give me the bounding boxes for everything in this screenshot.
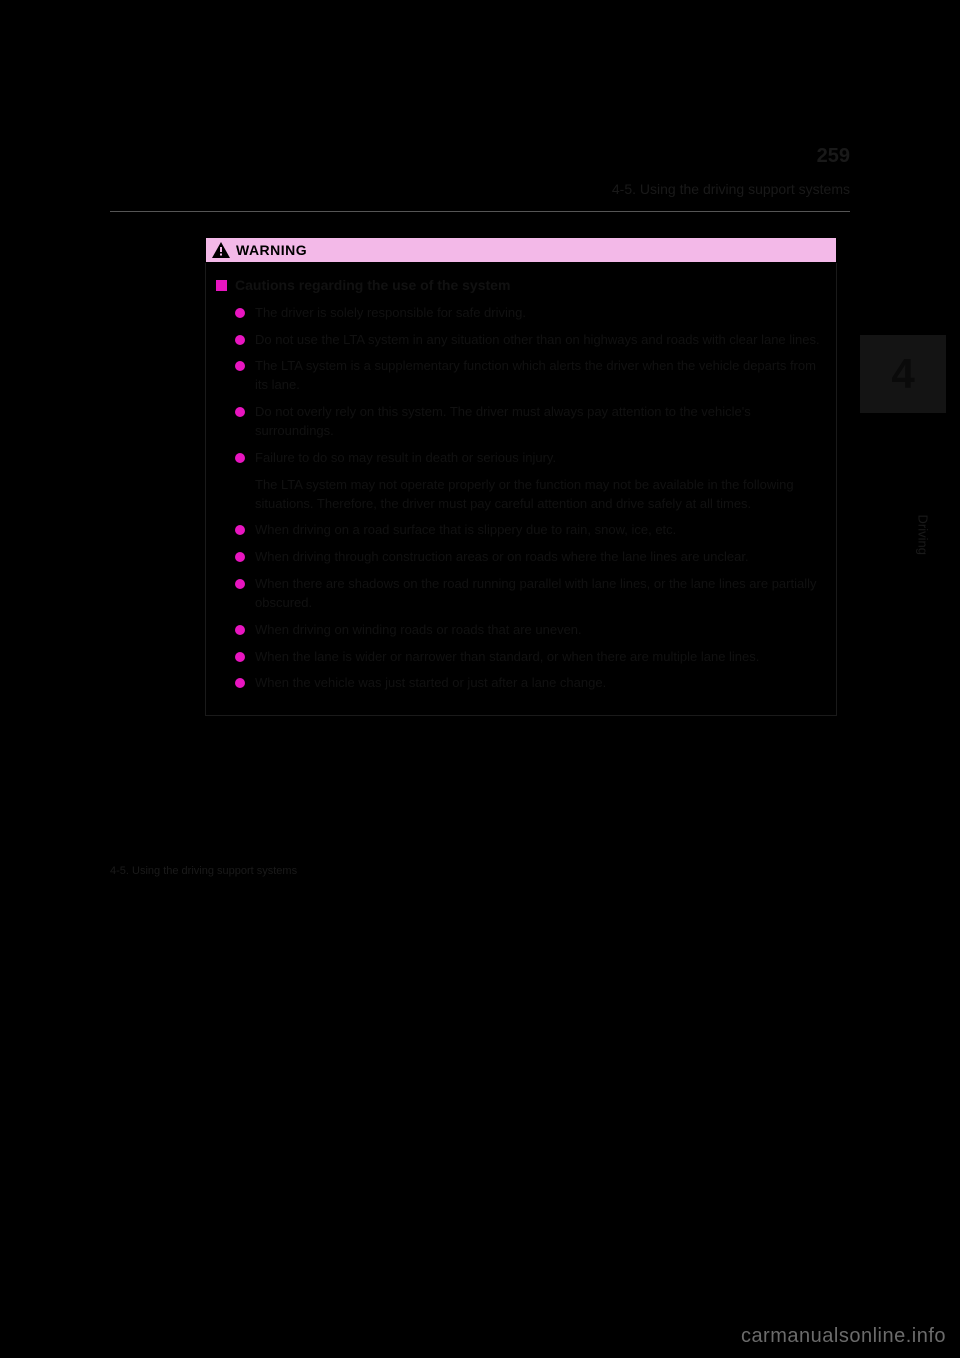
bullet-dot-icon <box>235 525 245 535</box>
bullet-text: Do not overly rely on this system. The d… <box>255 403 820 441</box>
warning-triangle-icon <box>212 242 230 258</box>
bullet-dot-icon <box>235 652 245 662</box>
bullet-dot-icon <box>235 453 245 463</box>
header-divider <box>110 211 850 212</box>
bullet-dot-icon <box>235 335 245 345</box>
bullet-item: The LTA system is a supplementary functi… <box>216 357 820 395</box>
watermark: carmanualsonline.info <box>741 1325 946 1348</box>
warning-callout: WARNING Cautions regarding the use of th… <box>205 237 837 716</box>
bullet-text: The driver is solely responsible for saf… <box>255 304 526 323</box>
bullet-dot-icon <box>235 361 245 371</box>
bullet-text: When the lane is wider or narrower than … <box>255 648 759 667</box>
bullet-text: Failure to do so may result in death or … <box>255 449 556 468</box>
warning-body: Cautions regarding the use of the system… <box>205 263 837 716</box>
bullet-item: When driving on a road surface that is s… <box>216 521 820 540</box>
bullet-item: Do not overly rely on this system. The d… <box>216 403 820 441</box>
bullet-item: When the vehicle was just started or jus… <box>216 674 820 693</box>
bullet-text: The LTA system is a supplementary functi… <box>255 357 820 395</box>
bullet-dot-icon <box>235 308 245 318</box>
bullet-item: When there are shadows on the road runni… <box>216 575 820 613</box>
warning-paragraph: The LTA system may not operate properly … <box>216 476 820 514</box>
bullet-item: When the lane is wider or narrower than … <box>216 648 820 667</box>
bullet-item: Do not use the LTA system in any situati… <box>216 331 820 350</box>
section-tab-number: 4 <box>891 350 914 398</box>
chapter-heading: 4-5. Using the driving support systems <box>612 181 850 197</box>
bullet-text: Do not use the LTA system in any situati… <box>255 331 820 350</box>
bullet-text: When there are shadows on the road runni… <box>255 575 820 613</box>
bullet-dot-icon <box>235 625 245 635</box>
square-marker-icon <box>216 280 227 291</box>
bullet-dot-icon <box>235 678 245 688</box>
bullet-item: When driving through construction areas … <box>216 548 820 567</box>
warning-section-heading-row: Cautions regarding the use of the system <box>216 277 820 294</box>
page-number: 259 <box>817 145 850 168</box>
warning-section-title: Cautions regarding the use of the system <box>235 277 510 294</box>
footer-code: 4-5. Using the driving support systems <box>110 865 297 877</box>
warning-label: WARNING <box>236 242 307 258</box>
bullet-dot-icon <box>235 579 245 589</box>
bullet-dot-icon <box>235 407 245 417</box>
bullet-text: When driving on a road surface that is s… <box>255 521 676 540</box>
bullet-dot-icon <box>235 552 245 562</box>
bullet-item: The driver is solely responsible for saf… <box>216 304 820 323</box>
warning-header: WARNING <box>205 237 837 263</box>
bullet-text: When the vehicle was just started or jus… <box>255 674 606 693</box>
bullet-text: When driving through construction areas … <box>255 548 749 567</box>
section-tab: 4 <box>860 335 946 413</box>
bullet-item: Failure to do so may result in death or … <box>216 449 820 468</box>
bullet-item: When driving on winding roads or roads t… <box>216 621 820 640</box>
section-side-label: Driving <box>915 515 930 555</box>
bullet-text: When driving on winding roads or roads t… <box>255 621 582 640</box>
